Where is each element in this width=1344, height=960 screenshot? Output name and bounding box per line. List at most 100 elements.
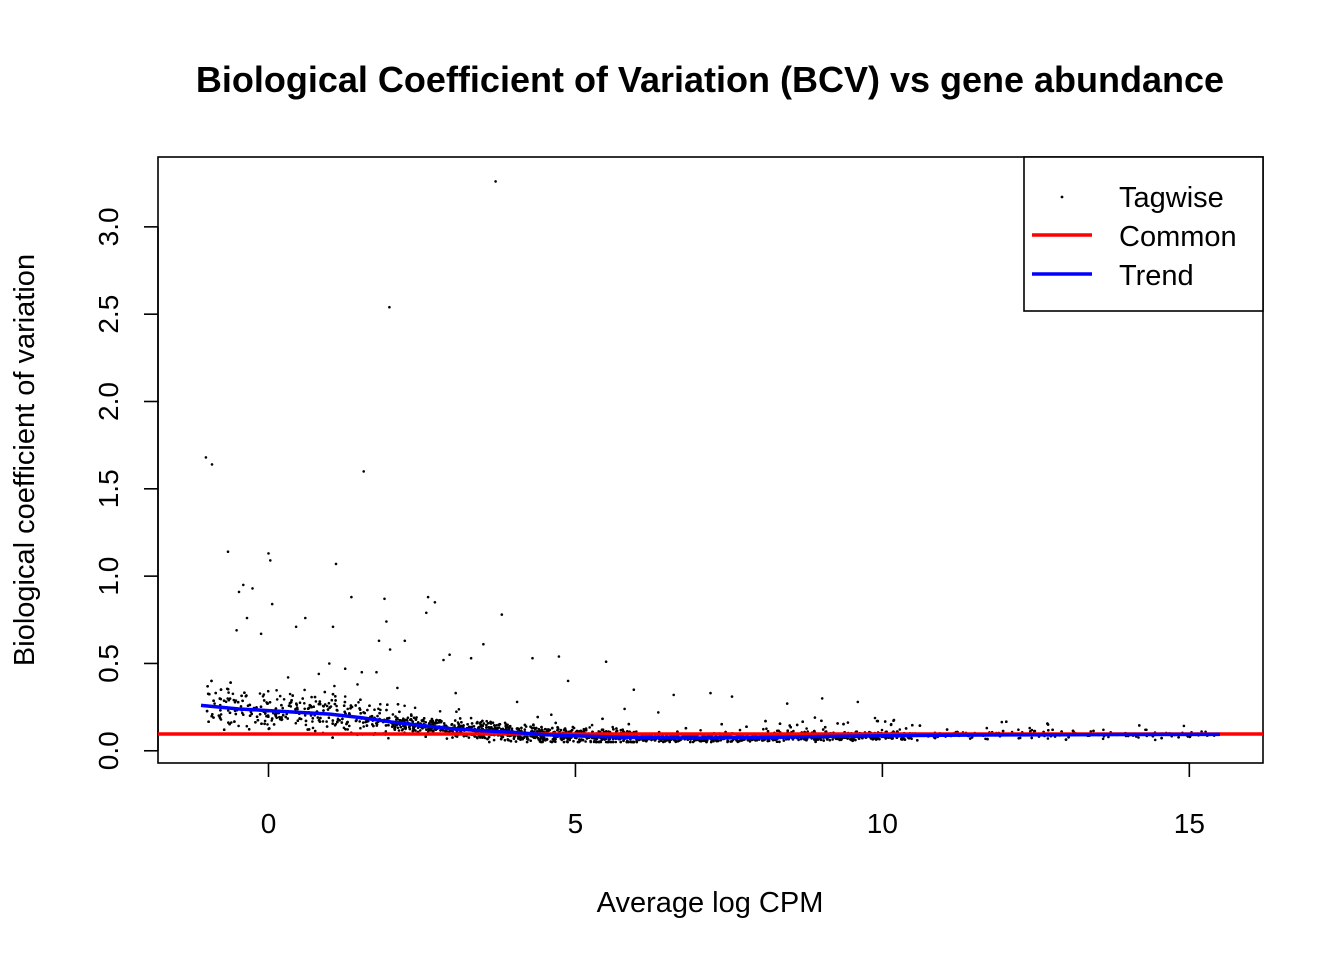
tagwise-point [256, 718, 260, 722]
tagwise-point [384, 724, 388, 727]
tagwise-point [362, 725, 366, 728]
tagwise-point [258, 692, 262, 695]
tagwise-point [330, 698, 334, 702]
tagwise-point [403, 639, 407, 643]
tagwise-point [820, 697, 824, 700]
tagwise-point [259, 705, 263, 708]
tagwise-point [536, 715, 539, 719]
tagwise-point [294, 707, 297, 711]
tagwise-point [268, 701, 272, 704]
y-tick-label: 2.0 [93, 382, 124, 421]
tagwise-point [968, 737, 972, 740]
tagwise-point [692, 739, 696, 743]
tagwise-point [805, 727, 808, 730]
tagwise-point [458, 717, 462, 720]
tagwise-point [395, 718, 398, 721]
tagwise-point [519, 738, 522, 741]
tagwise-point [485, 726, 488, 729]
y-tick-label: 0.5 [93, 644, 124, 683]
tagwise-point [218, 697, 222, 700]
tagwise-point [566, 679, 570, 683]
tagwise-point [571, 725, 575, 729]
tagwise-point [213, 702, 216, 705]
tagwise-point [272, 723, 276, 726]
tagwise-point [275, 689, 278, 692]
tagwise-point [499, 737, 503, 741]
tagwise-point [233, 720, 236, 723]
tagwise-point [349, 707, 352, 710]
tagwise-point [266, 723, 269, 726]
tagwise-point [445, 729, 448, 733]
tagwise-point [370, 714, 374, 718]
tagwise-point [233, 700, 237, 704]
tagwise-point [411, 720, 415, 723]
legend-common-label: Common [1119, 221, 1237, 253]
tagwise-point [895, 730, 899, 733]
tagwise-point [358, 720, 362, 723]
tagwise-point [557, 655, 561, 658]
tagwise-point [226, 687, 230, 691]
tagwise-point [248, 714, 252, 717]
tagwise-point [590, 723, 594, 727]
tagwise-point [387, 716, 391, 720]
tagwise-point [475, 721, 479, 725]
tagwise-point [795, 723, 799, 727]
tagwise-point [425, 611, 428, 615]
tagwise-point [377, 639, 381, 643]
tagwise-point [984, 737, 987, 741]
tagwise-point [604, 660, 608, 663]
tagwise-point [301, 697, 305, 700]
trend-lines [158, 703, 1263, 740]
tagwise-point [280, 703, 283, 707]
tagwise-point [438, 719, 441, 722]
tagwise-point [538, 738, 542, 741]
tagwise-point [268, 727, 271, 730]
tagwise-point [592, 740, 596, 744]
tagwise-point [775, 740, 779, 743]
tagwise-point [204, 456, 208, 459]
tagwise-point [491, 721, 495, 724]
tagwise-point [328, 662, 331, 665]
tagwise-point [745, 725, 748, 728]
tagwise-point [311, 726, 315, 730]
tagwise-point [241, 699, 244, 703]
tagwise-point [986, 737, 989, 741]
tagwise-point [1017, 737, 1020, 740]
tagwise-point [254, 721, 257, 724]
tagwise-point [623, 707, 626, 711]
tagwise-point [448, 653, 451, 656]
tagwise-point [550, 713, 553, 716]
tagwise-point [632, 740, 635, 744]
tagwise-point [429, 719, 432, 723]
tagwise-point [396, 686, 399, 690]
tagwise-point [334, 695, 337, 698]
tagwise-point [674, 740, 678, 744]
tagwise-point [274, 712, 278, 715]
tagwise-point [336, 720, 339, 724]
tagwise-point [264, 712, 267, 715]
tagwise-point [611, 725, 614, 729]
tagwise-point [548, 728, 552, 732]
tagwise-point [493, 724, 496, 727]
tagwise-point [378, 711, 381, 715]
tagwise-point [243, 691, 246, 694]
tagwise-point [334, 562, 338, 566]
x-tick-label: 15 [1174, 808, 1205, 839]
tagwise-point [792, 729, 795, 733]
tagwise-point [311, 720, 314, 723]
tagwise-point [540, 728, 544, 732]
tagwise-point [207, 720, 210, 723]
tagwise-point [945, 728, 949, 731]
tagwise-point [483, 736, 487, 740]
tagwise-point [323, 690, 327, 694]
tagwise-point [354, 704, 358, 707]
tagwise-point [520, 726, 523, 730]
tagwise-point [437, 721, 441, 724]
tagwise-point [507, 738, 510, 742]
tagwise-point [469, 656, 473, 660]
tagwise-point [314, 700, 318, 703]
tagwise-point [712, 739, 715, 743]
tagwise-point [373, 708, 376, 711]
tagwise-point [609, 740, 613, 744]
tagwise-point [898, 728, 902, 731]
